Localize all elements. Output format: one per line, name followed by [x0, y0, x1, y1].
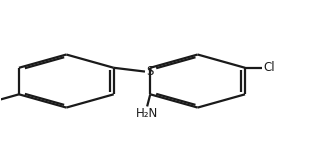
Text: H₂N: H₂N — [136, 107, 158, 120]
Text: S: S — [147, 65, 154, 78]
Text: Cl: Cl — [264, 61, 275, 74]
